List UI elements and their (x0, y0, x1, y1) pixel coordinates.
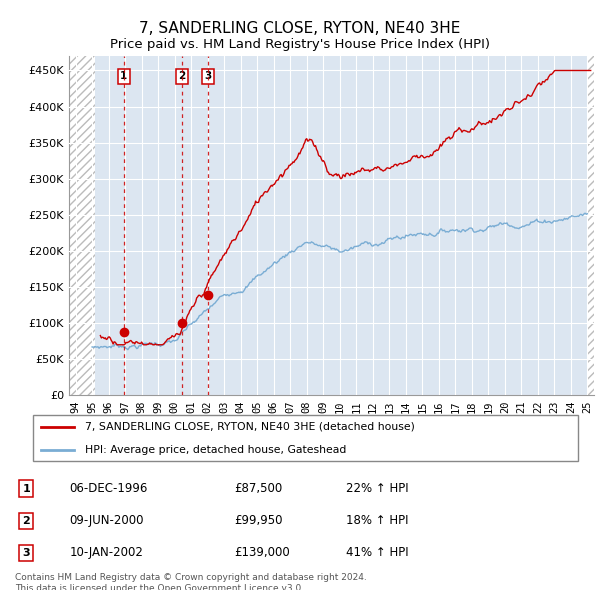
Text: 1: 1 (120, 71, 127, 81)
Text: 7, SANDERLING CLOSE, RYTON, NE40 3HE: 7, SANDERLING CLOSE, RYTON, NE40 3HE (139, 21, 461, 35)
Text: 22% ↑ HPI: 22% ↑ HPI (346, 482, 409, 495)
Text: Contains HM Land Registry data © Crown copyright and database right 2024.
This d: Contains HM Land Registry data © Crown c… (15, 573, 367, 590)
Text: 3: 3 (23, 548, 30, 558)
Text: HPI: Average price, detached house, Gateshead: HPI: Average price, detached house, Gate… (85, 445, 347, 455)
Text: 2: 2 (23, 516, 30, 526)
FancyBboxPatch shape (33, 415, 578, 461)
Text: 06-DEC-1996: 06-DEC-1996 (70, 482, 148, 495)
Text: £99,950: £99,950 (234, 514, 282, 527)
Text: 3: 3 (205, 71, 212, 81)
Text: 18% ↑ HPI: 18% ↑ HPI (346, 514, 409, 527)
Text: 7, SANDERLING CLOSE, RYTON, NE40 3HE (detached house): 7, SANDERLING CLOSE, RYTON, NE40 3HE (de… (85, 421, 415, 431)
Text: 09-JUN-2000: 09-JUN-2000 (70, 514, 144, 527)
Text: £87,500: £87,500 (234, 482, 282, 495)
Bar (69, 56, 95, 395)
Text: Price paid vs. HM Land Registry's House Price Index (HPI): Price paid vs. HM Land Registry's House … (110, 38, 490, 51)
Bar (587, 56, 594, 395)
Text: 41% ↑ HPI: 41% ↑ HPI (346, 546, 409, 559)
Text: £139,000: £139,000 (234, 546, 290, 559)
Text: 1: 1 (23, 484, 30, 493)
Text: 2: 2 (178, 71, 185, 81)
Text: 10-JAN-2002: 10-JAN-2002 (70, 546, 143, 559)
